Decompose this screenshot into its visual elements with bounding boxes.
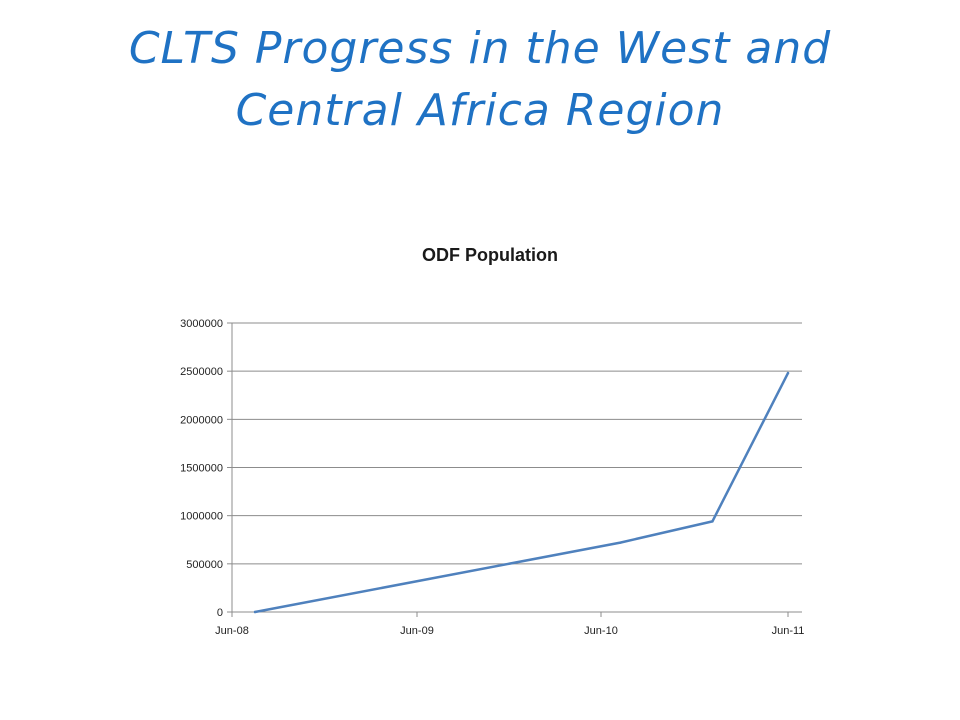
- chart-title: ODF Population: [422, 245, 558, 265]
- chart-canvas: 0 500000 1000000 1500000 2000000 2500000 30000…: [180, 318, 804, 637]
- slide-title-line-2: Central Africa Region: [235, 85, 725, 136]
- slide-title-line-1: CLTS Progress in the West and: [128, 23, 832, 74]
- y-tick-label: 3000000: [180, 318, 223, 330]
- data-point: [253, 610, 257, 614]
- series-layer: [253, 371, 790, 614]
- y-tick-label: 0: [217, 607, 223, 619]
- data-point: [619, 541, 622, 544]
- x-tick-labels: Jun-08 Jun-09 Jun-10 Jun-11: [215, 625, 804, 637]
- y-tick-label: 500000: [186, 559, 223, 571]
- data-point: [786, 371, 790, 375]
- series-line: [253, 371, 790, 614]
- x-tick-label: Jun-08: [215, 625, 249, 637]
- data-point: [711, 520, 714, 523]
- slide-title: CLTS Progress in the West and Central Af…: [40, 18, 920, 142]
- y-tick-label: 1500000: [180, 463, 223, 475]
- x-tick-label: Jun-09: [400, 625, 434, 637]
- x-tick-label: Jun-10: [584, 625, 618, 637]
- y-tick-labels: 0 500000 1000000 1500000 2000000 2500000 30000…: [180, 318, 223, 619]
- y-tick-label: 2000000: [180, 414, 223, 426]
- axes: [227, 322, 789, 617]
- gridlines: [232, 322, 802, 613]
- x-tick-label: Jun-11: [772, 625, 805, 637]
- y-tick-label: 1000000: [180, 511, 223, 523]
- odf-population-chart: 0 500000 1000000 1500000 2000000 2500000 30000…: [140, 230, 840, 670]
- y-tick-label: 2500000: [180, 366, 223, 378]
